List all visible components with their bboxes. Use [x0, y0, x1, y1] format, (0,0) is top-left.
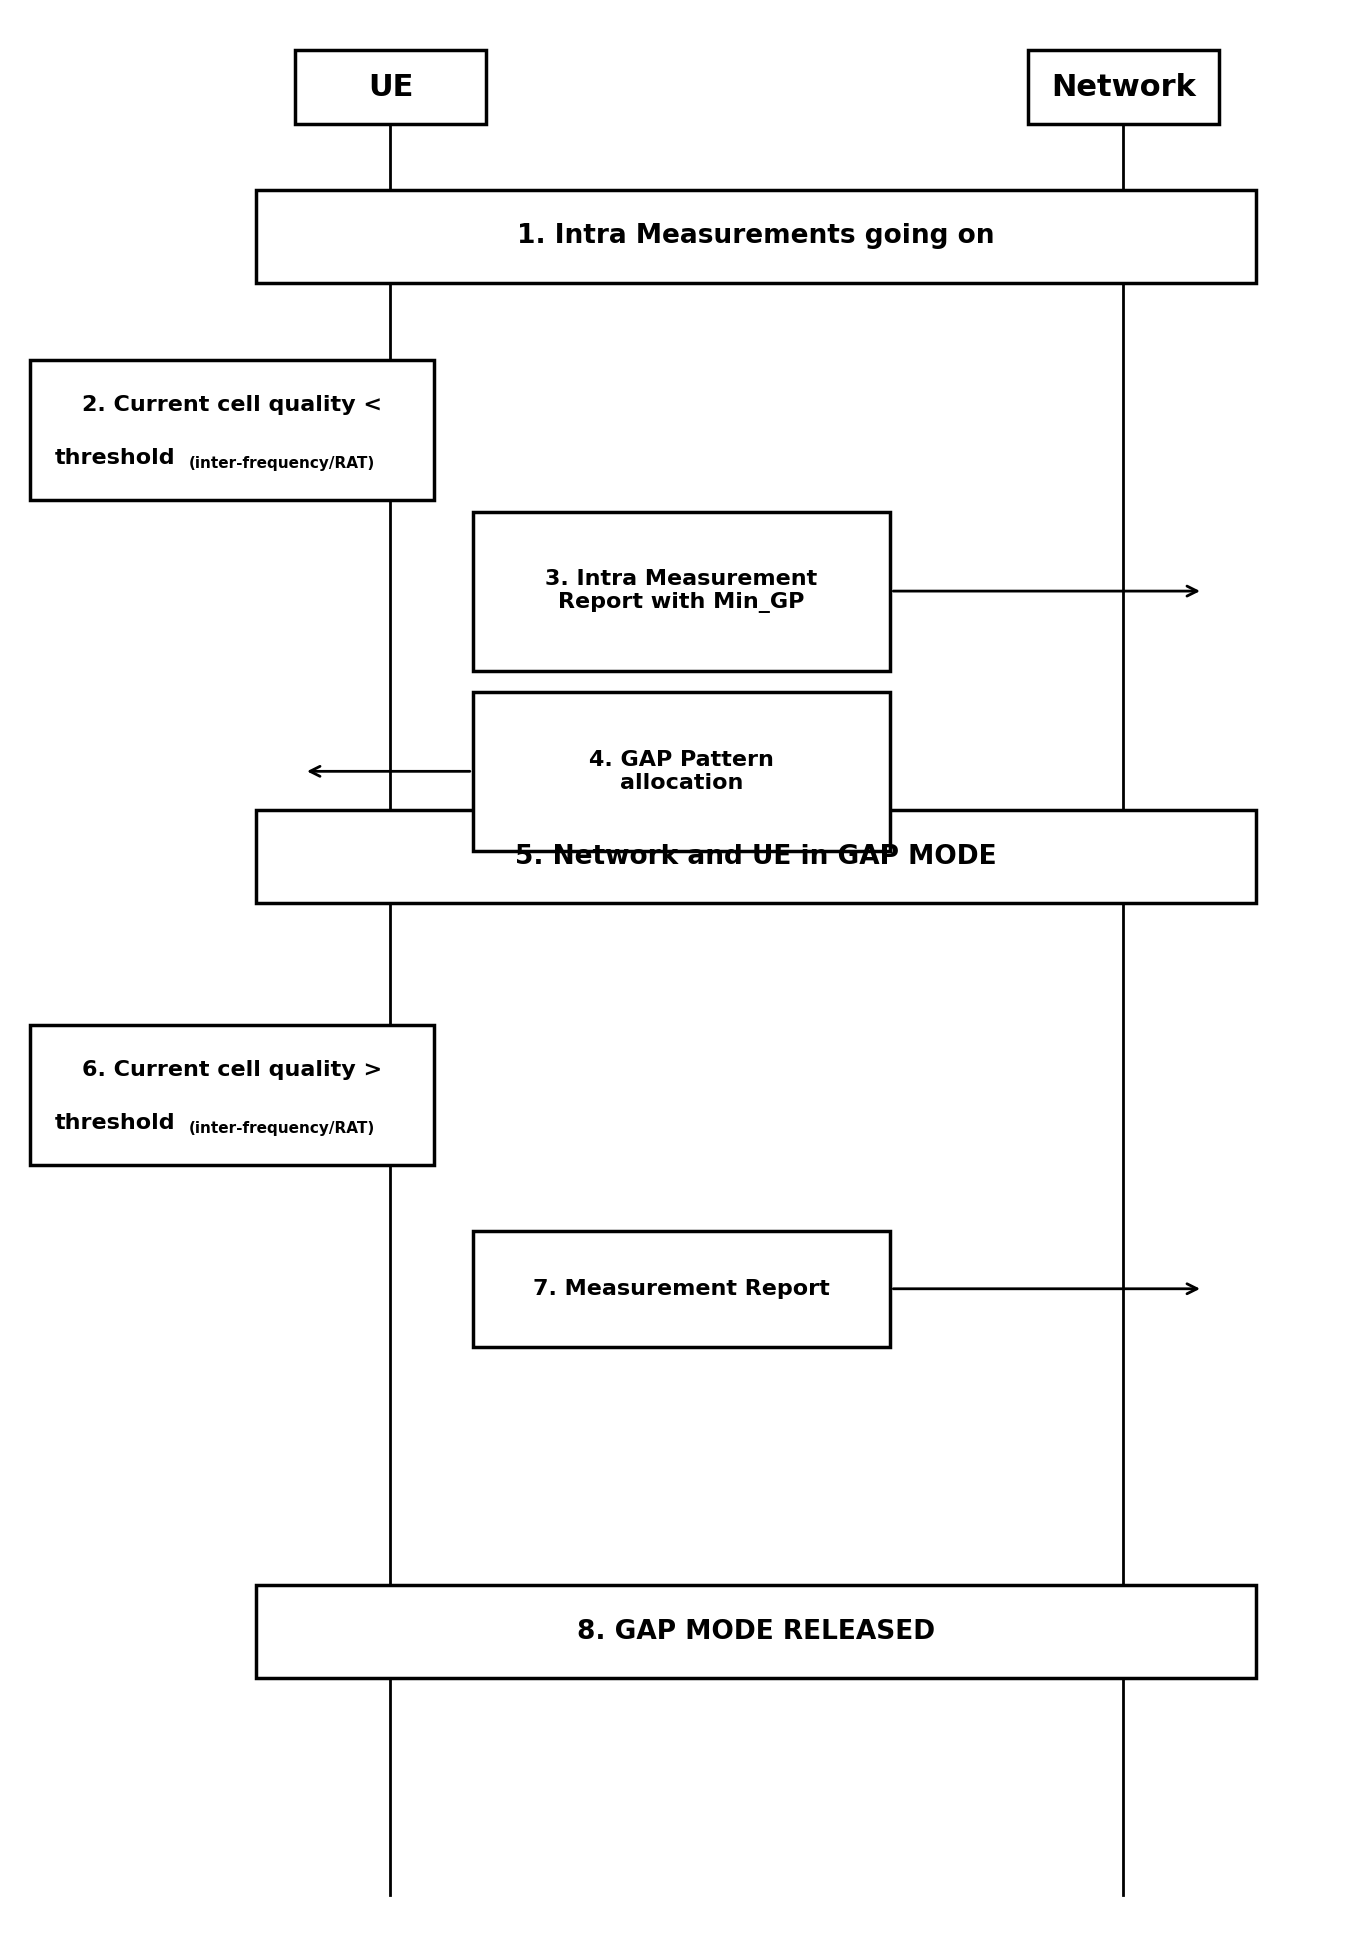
Bar — [256, 810, 1256, 903]
Text: 1. Intra Measurements going on: 1. Intra Measurements going on — [518, 223, 995, 250]
Bar — [256, 1585, 1256, 1678]
Bar — [473, 512, 890, 671]
Text: Network: Network — [1051, 74, 1196, 101]
Bar — [1028, 50, 1219, 124]
Text: threshold: threshold — [55, 1112, 175, 1134]
Text: UE: UE — [367, 74, 414, 101]
Text: threshold: threshold — [55, 448, 175, 469]
Text: 5. Network and UE in GAP MODE: 5. Network and UE in GAP MODE — [515, 843, 997, 870]
Text: 3. Intra Measurement
Report with Min_GP: 3. Intra Measurement Report with Min_GP — [545, 570, 818, 612]
Text: 2. Current cell quality <: 2. Current cell quality < — [82, 395, 382, 415]
Bar — [30, 360, 434, 500]
Bar — [256, 190, 1256, 283]
Text: (inter-frequency/RAT): (inter-frequency/RAT) — [189, 1122, 375, 1136]
Text: 8. GAP MODE RELEASED: 8. GAP MODE RELEASED — [577, 1618, 936, 1645]
Bar — [473, 1231, 890, 1347]
Text: 4. GAP Pattern
allocation: 4. GAP Pattern allocation — [589, 750, 774, 793]
Bar — [30, 1025, 434, 1165]
Bar — [473, 692, 890, 851]
Text: 6. Current cell quality >: 6. Current cell quality > — [82, 1060, 382, 1079]
Bar — [295, 50, 486, 124]
Text: (inter-frequency/RAT): (inter-frequency/RAT) — [189, 457, 375, 471]
Text: 7. Measurement Report: 7. Measurement Report — [533, 1279, 830, 1298]
